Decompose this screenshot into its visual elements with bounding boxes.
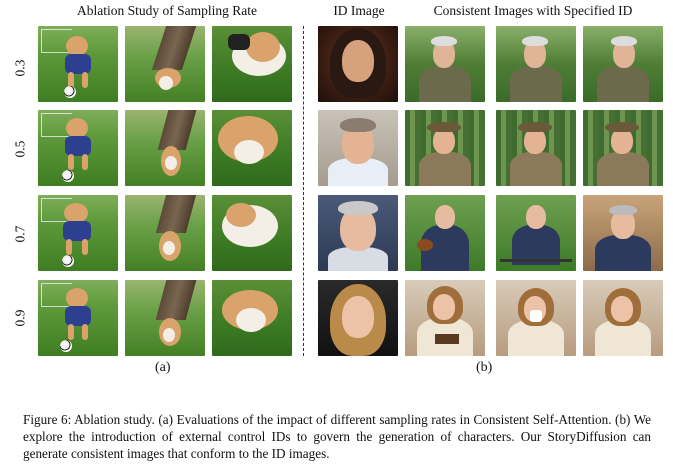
id-image-3 [318, 195, 398, 271]
row-label-3: 0.9 [12, 309, 27, 327]
consistent-image-r2-c2 [496, 110, 576, 186]
consistent-image-r1-c1 [405, 26, 485, 102]
dog-image-r2-c2 [125, 110, 205, 186]
dog-image-r4-c3 [212, 280, 292, 356]
row-label-2: 0.7 [12, 225, 27, 243]
consistent-image-r1-c3 [583, 26, 663, 102]
consistent-image-r4-c3 [583, 280, 663, 356]
dog-image-r1-c1 [38, 26, 118, 102]
consistent-image-r4-c1 [405, 280, 485, 356]
dog-image-r4-c2 [125, 280, 205, 356]
dog-image-r3-c1 [38, 195, 118, 271]
sublabel-b: (b) [476, 360, 493, 375]
dog-image-r3-c3 [212, 195, 292, 271]
row-label-0: 0.3 [12, 59, 27, 77]
id-image-header: ID Image [333, 3, 385, 18]
dog-image-r3-c2 [125, 195, 205, 271]
id-image-1 [318, 26, 398, 102]
consistent-image-r3-c1 [405, 195, 485, 271]
consistent-image-r2-c1 [405, 110, 485, 186]
dog-image-r4-c1 [38, 280, 118, 356]
id-image-2 [318, 110, 398, 186]
consistent-images-header: Consistent Images with Specified ID [433, 3, 633, 18]
sublabel-a: (a) [155, 360, 171, 375]
panel-a-title: Ablation Study of Sampling Rate [77, 3, 257, 18]
dog-image-r2-c3 [212, 110, 292, 186]
caption-text: Figure 6: Ablation study. (a) Evaluation… [23, 412, 651, 461]
consistent-image-r4-c2 [496, 280, 576, 356]
panel-divider [303, 26, 304, 356]
consistent-image-r3-c2 [496, 195, 576, 271]
id-image-4 [318, 280, 398, 356]
figure-caption: Figure 6: Ablation study. (a) Evaluation… [23, 411, 651, 462]
consistent-image-r2-c3 [583, 110, 663, 186]
dog-image-r1-c3 [212, 26, 292, 102]
dog-image-r2-c1 [38, 110, 118, 186]
consistent-image-r3-c3 [583, 195, 663, 271]
consistent-image-r1-c2 [496, 26, 576, 102]
dog-image-r1-c2 [125, 26, 205, 102]
row-label-1: 0.5 [12, 140, 27, 158]
